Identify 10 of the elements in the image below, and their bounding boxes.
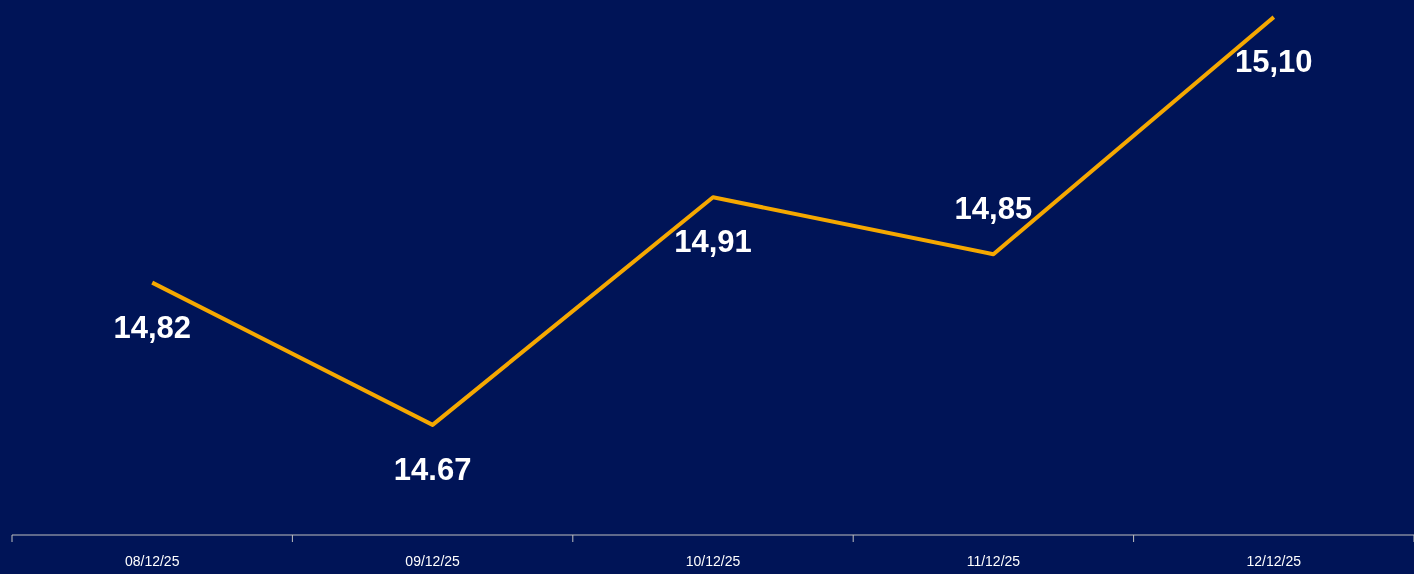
data-label: 14.67 [393,451,472,487]
data-label: 14,82 [113,309,191,345]
data-label: 14,91 [674,224,752,260]
x-tick-label: 12/12/25 [1246,553,1302,569]
x-tick-label: 10/12/25 [685,553,741,569]
data-label: 14,85 [954,191,1033,227]
data-label: 15,10 [1235,44,1313,80]
x-tick-label: 09/12/25 [405,553,461,569]
x-tick-label: 08/12/25 [124,553,180,569]
x-tick-label: 11/12/25 [966,553,1021,569]
